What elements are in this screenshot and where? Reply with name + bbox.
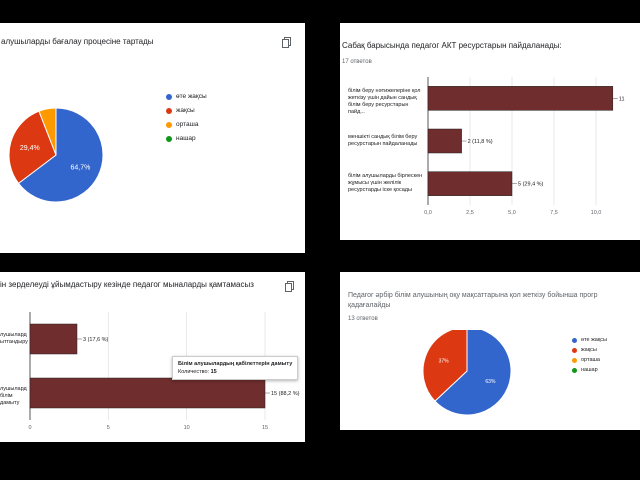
bar-category-label-line: жеткізу үшін дайын сандық <box>348 94 417 101</box>
bar-tooltip: Білім алушылардың қабілеттерін дамыту Ко… <box>172 356 299 380</box>
legend-swatch <box>572 337 577 343</box>
bar-category-label: меншікті сандық білім беру ресурстарын па… <box>348 134 425 148</box>
bar-value-label: 11 <box>619 96 625 102</box>
bar-category-label: лушылард ыттандыру <box>0 332 28 346</box>
legend-item: өте жақсы <box>166 93 207 100</box>
bar-category-label-line: ыттандыру <box>0 339 28 345</box>
bar[interactable] <box>29 323 78 355</box>
legend-label: орташа <box>581 357 600 363</box>
bar-category-label-line: лушылард <box>0 332 27 338</box>
bar-value-label: 3 (17,6 %) <box>83 337 109 343</box>
slice-label: 63% <box>485 379 496 385</box>
legend-label: жақсы <box>581 347 597 353</box>
card2-subtitle: 17 ответов <box>342 59 372 65</box>
legend-swatch <box>166 135 172 142</box>
x-tick-label: 7,5 <box>550 210 558 216</box>
legend-item: жақсы <box>572 347 597 353</box>
tooltip-count-label: Количество: <box>178 369 210 375</box>
card1-title: алушыларды бағалау процесіне тартады <box>1 37 154 46</box>
card-pie-assessment: алушыларды бағалау процесіне тартады 64,… <box>0 23 305 253</box>
pie-slice[interactable] <box>434 330 512 416</box>
tooltip-title: Білім алушылардың қабілеттерін дамыту <box>178 361 293 367</box>
card4-subtitle: 13 ответов <box>348 316 378 322</box>
pie-chart-4: 63% 37% <box>422 330 512 416</box>
pie-slice[interactable] <box>38 107 57 156</box>
bar-category-label: білім алушыларды бірлескен жұмысы үшін же… <box>348 173 425 194</box>
bar-category-label-line: білім беру ресурстарын пайд... <box>348 101 409 115</box>
copy-icon[interactable] <box>282 37 291 48</box>
card-pie-goals: Педагог әрбір білім алушының оқу мақсатт… <box>340 272 640 430</box>
bar-category-label-line: жұмысы үшін желілік <box>348 180 402 187</box>
x-tick-label: 15 <box>262 425 268 431</box>
tooltip-count: Количество: 15 <box>178 368 292 376</box>
pie-chart-1: 64,7% 29,4% <box>8 107 104 203</box>
bar-category-label-line: білім дамыту <box>0 393 20 406</box>
legend-item: жақсы <box>166 107 195 114</box>
legend-item: нашар <box>572 367 598 373</box>
x-tick-label: 10 <box>184 425 190 431</box>
bar-chart-3: 0 5 10 15 3 (17,6 %) 15 (88,2 %) <box>28 312 300 431</box>
legend-swatch <box>572 367 577 373</box>
x-tick-label: 0 <box>28 425 31 431</box>
legend-swatch <box>572 347 577 353</box>
bar-chart-2: 0,0 2,5 5,0 7,5 10,0 11 2 (11,8 %) 5 (29,4 %) <box>424 77 625 216</box>
legend-label: нашар <box>581 367 598 373</box>
pie-slice[interactable] <box>8 110 57 185</box>
bar-value-label: 2 (11,8 %) <box>468 139 493 145</box>
x-tick-label: 5,0 <box>508 210 516 216</box>
copy-icon[interactable] <box>285 281 294 292</box>
legend-item: орташа <box>166 121 198 128</box>
card-bar-ict: Сабақ барысында педагог АКТ ресурстарын … <box>340 23 640 240</box>
bar[interactable] <box>427 128 462 154</box>
legend-swatch <box>166 107 172 114</box>
bar[interactable] <box>427 86 614 111</box>
bar-category-label-line: ресурстарын пайдаланады <box>348 141 418 147</box>
pie-slice[interactable] <box>17 107 104 203</box>
bar[interactable] <box>29 377 266 409</box>
bar-value-label: 15 (88,2 %) <box>271 391 300 397</box>
legend-label: жақсы <box>176 107 195 114</box>
slice-label: 29,4% <box>20 145 40 152</box>
bar-value-label: 5 (29,4 %) <box>518 182 544 188</box>
x-tick-label: 2,5 <box>466 210 474 216</box>
x-tick-label: 5 <box>107 425 110 431</box>
bar-category-label-line: білім алушыларды бірлескен <box>348 173 423 180</box>
legend-item: орташа <box>572 357 600 363</box>
bar-category-label-line: лушылард <box>0 386 27 392</box>
bar-category-label-line: ресурстарды іске қосады <box>348 187 412 194</box>
legend-swatch <box>166 121 172 128</box>
bar[interactable] <box>427 171 513 196</box>
x-tick-label: 0,0 <box>424 210 432 216</box>
card-bar-resources: ін зерделеуді ұйымдастыру кезінде педаго… <box>0 272 305 442</box>
card3-title: ін зерделеуді ұйымдастыру кезінде педаго… <box>0 280 254 289</box>
legend-item: нашар <box>166 135 196 142</box>
card4-title-line1: Педагог әрбір білім алушының оқу мақсатт… <box>348 292 598 299</box>
legend-swatch <box>166 93 172 100</box>
slice-label: 64,7% <box>70 164 90 171</box>
legend-label: нашар <box>176 135 196 142</box>
pie-slice[interactable] <box>422 330 468 402</box>
card4-title-line2: қадағалайды <box>348 302 391 309</box>
legend-swatch <box>572 357 577 363</box>
card2-title: Сабақ барысында педагог АКТ ресурстарын … <box>342 41 562 50</box>
legend-label: орташа <box>176 121 199 128</box>
bar-category-label: лушылард білім дамыту <box>0 386 27 407</box>
legend-label: өте жақсы <box>581 337 607 343</box>
bar-category-label: білім беру нәтижелеріне қол жеткізу үшін … <box>348 88 425 116</box>
bar-category-label-line: білім беру нәтижелеріне қол <box>348 87 421 94</box>
bar-category-label-line: меншікті сандық білім беру <box>348 134 418 140</box>
legend-item: өте жақсы <box>572 337 607 343</box>
tooltip-count-value: 15 <box>210 369 217 375</box>
x-tick-label: 10,0 <box>591 210 602 216</box>
legend-label: өте жақсы <box>176 93 207 100</box>
slice-label: 37% <box>439 359 450 365</box>
